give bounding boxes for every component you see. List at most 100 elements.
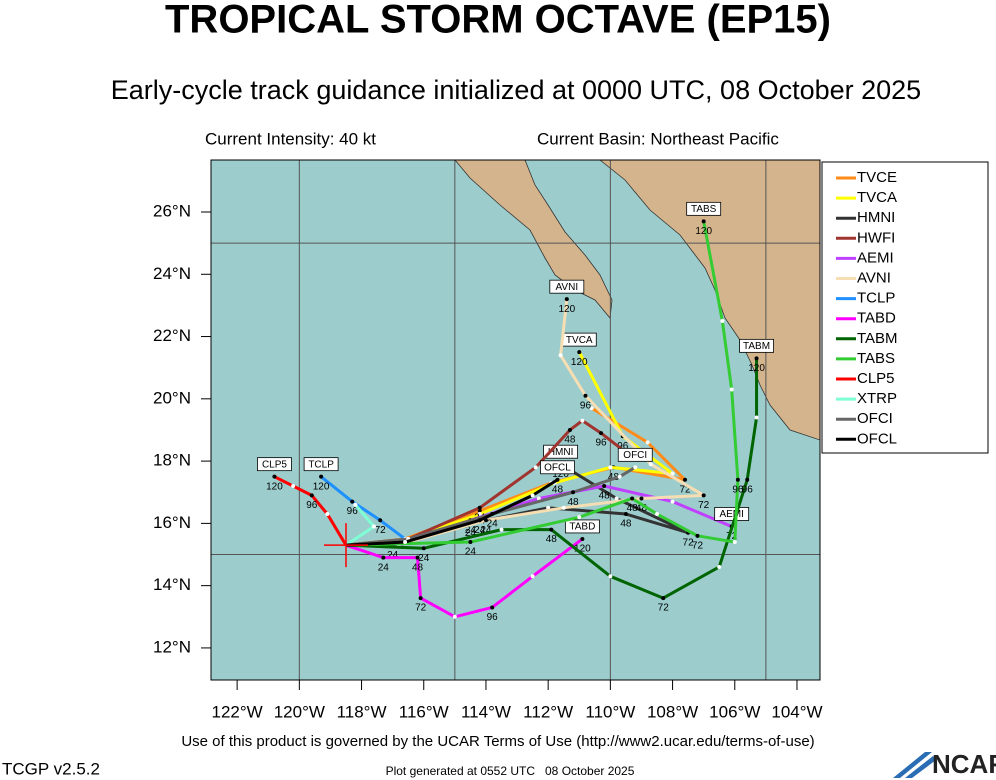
track-point xyxy=(608,465,613,470)
track-point xyxy=(630,496,635,501)
hour-label: 24 xyxy=(474,525,486,536)
legend: TVCE TVCA HMNI HWFI AEMI AVNI TCLP TABD TABM TABS… xyxy=(821,161,989,454)
x-tick-label: 120°W xyxy=(274,702,325,721)
track-point xyxy=(555,477,560,482)
hour-label: 48 xyxy=(567,497,579,508)
hour-label: 96 xyxy=(306,500,318,511)
track-point xyxy=(561,505,566,510)
legend-label: OFCL xyxy=(857,430,897,447)
hour-label: 96 xyxy=(487,612,499,623)
x-tick-label: 106°W xyxy=(709,702,760,721)
hour-label: 120 xyxy=(266,481,283,492)
track-point xyxy=(291,484,296,489)
legend-label: AEMI xyxy=(857,249,894,266)
track-label: TABM xyxy=(743,341,770,352)
track-point xyxy=(580,536,585,541)
track-point xyxy=(477,508,482,513)
legend-label: OFCI xyxy=(857,410,893,427)
hour-label: 120 xyxy=(313,481,330,492)
tracks: 24487296120TVCA244872120HMNI244896244872… xyxy=(257,201,774,623)
hour-label: 72 xyxy=(375,525,387,536)
hour-label: 72 xyxy=(726,531,738,542)
track-point xyxy=(378,518,383,523)
track-line xyxy=(345,466,637,547)
axes: 122°W 120°W 118°W 116°W 114°W 112°W 110°W 108°W… xyxy=(153,201,823,721)
track-label: TABS xyxy=(691,204,717,215)
x-tick-label: 116°W xyxy=(399,702,449,721)
track-point xyxy=(623,512,628,517)
track-point xyxy=(754,415,759,420)
track-label-box xyxy=(617,447,653,462)
hour-label: 120 xyxy=(558,304,575,315)
track-point xyxy=(633,465,638,470)
track-label: OFCI xyxy=(623,450,647,461)
track-point xyxy=(577,350,582,355)
track-label-box xyxy=(564,519,600,534)
hour-label: 24 xyxy=(465,528,477,539)
y-tick-label: 20°N xyxy=(153,388,191,407)
hour-label: 72 xyxy=(415,603,427,614)
hour-label: 24 xyxy=(378,562,390,573)
hour-label: 48 xyxy=(552,484,564,495)
track-label: TCLP xyxy=(308,459,334,470)
hour-label: 96 xyxy=(595,438,607,449)
track-point xyxy=(670,471,675,476)
legend-label: TCLP xyxy=(857,290,895,307)
track-point xyxy=(468,540,473,545)
hour-label: 48 xyxy=(636,503,648,514)
track-point xyxy=(745,477,750,482)
track-point xyxy=(729,387,734,392)
track-point xyxy=(661,596,666,601)
track-point xyxy=(272,474,277,479)
hour-label: 120 xyxy=(552,469,569,480)
track-line xyxy=(345,537,584,619)
hour-label: 48 xyxy=(627,503,639,514)
legend-label: CLP5 xyxy=(857,370,895,387)
legend-label: HWFI xyxy=(857,229,895,246)
hour-label: 96 xyxy=(617,441,629,452)
terms-of-use: Use of this product is governed by the U… xyxy=(181,733,814,750)
track-point xyxy=(754,356,759,361)
track-label-box xyxy=(303,457,339,472)
track-point xyxy=(549,527,554,532)
x-tick-label: 104°W xyxy=(771,702,822,721)
track-point xyxy=(735,477,740,482)
track-point xyxy=(720,318,725,323)
track-point xyxy=(701,493,706,498)
hour-label: 96 xyxy=(732,484,744,495)
hour-label: 72 xyxy=(698,500,710,511)
track-label-box xyxy=(257,457,292,472)
hour-label: 24 xyxy=(487,519,499,530)
legend-label: TABM xyxy=(857,330,898,347)
y-tick-label: 26°N xyxy=(153,201,191,220)
track-point xyxy=(530,574,535,579)
track-point xyxy=(648,462,653,467)
hour-label: 120 xyxy=(574,544,591,555)
track-point xyxy=(533,465,538,470)
track-point xyxy=(583,393,588,398)
track-point xyxy=(571,490,576,495)
hour-label: 48 xyxy=(620,519,632,530)
track-point xyxy=(350,499,355,504)
track-line xyxy=(345,419,630,547)
track-point xyxy=(564,297,569,302)
track-label: CLP5 xyxy=(262,459,287,470)
track-point xyxy=(418,596,423,601)
track-label: AEMI xyxy=(719,509,743,520)
y-tick-label: 16°N xyxy=(153,513,191,532)
hour-label: 48 xyxy=(564,435,576,446)
track-point xyxy=(577,515,582,520)
legend-label: TABD xyxy=(857,310,896,327)
track-point xyxy=(403,540,408,545)
track-point xyxy=(614,496,619,501)
track-label-box xyxy=(739,338,774,353)
hour-label: 72 xyxy=(692,540,704,551)
generated-time: Plot generated at 0552 UTC 08 October 20… xyxy=(386,764,635,778)
logo-mark xyxy=(893,752,936,778)
track-label-box xyxy=(714,507,750,521)
y-tick-label: 24°N xyxy=(153,264,191,283)
hour-label: 72 xyxy=(658,603,670,614)
track-point xyxy=(602,484,607,489)
track-point xyxy=(717,564,722,569)
